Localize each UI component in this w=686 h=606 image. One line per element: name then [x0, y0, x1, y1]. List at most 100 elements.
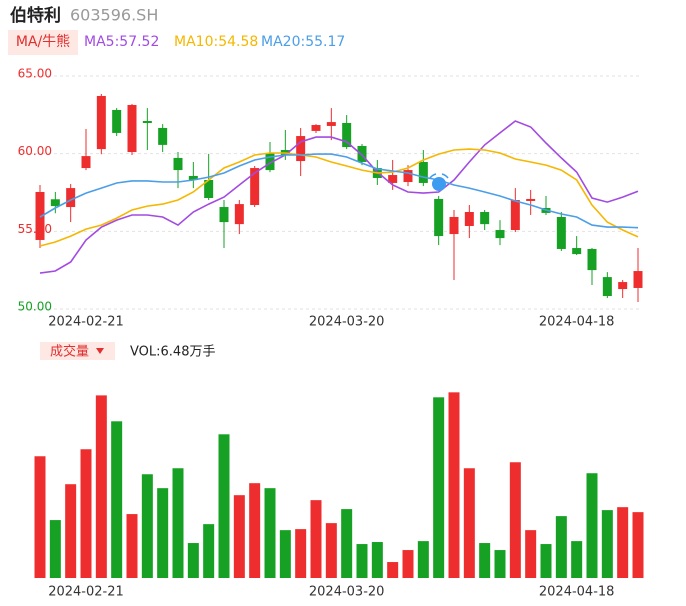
volume-bar: [479, 543, 491, 578]
candle-body: [342, 122, 352, 148]
legend-entry: MA10:54.58: [174, 34, 258, 50]
candle-body: [173, 157, 183, 171]
candle-body: [618, 282, 628, 290]
candle-body: [142, 120, 152, 123]
candle-body: [81, 156, 91, 169]
volume-bar: [295, 529, 307, 578]
volume-bar: [632, 512, 644, 578]
volume-selector-bg[interactable]: [40, 342, 115, 360]
volume-bar: [80, 449, 92, 578]
candle-body: [572, 248, 582, 255]
candle-body: [188, 175, 198, 181]
candle-body: [112, 109, 122, 133]
y-tick-label: 55.00: [18, 222, 52, 236]
volume-selector[interactable]: 成交量: [50, 344, 89, 360]
volume-bar: [571, 541, 583, 578]
stock-name: 伯特利: [10, 5, 61, 26]
candle-body: [66, 188, 76, 208]
volume-bar: [310, 500, 322, 578]
y-tick-label: 65.00: [18, 67, 52, 81]
y-tick-label: 60.00: [18, 144, 52, 158]
stock-code: 603596.SH: [70, 6, 158, 25]
candle-body: [434, 198, 444, 237]
marker-icon: [429, 173, 449, 191]
volume-bar: [417, 541, 429, 578]
volume-bar: [402, 550, 414, 578]
volume-bar: [126, 514, 138, 578]
volume-bar: [264, 488, 276, 578]
volume-bar: [601, 510, 613, 578]
candle-body: [311, 125, 321, 131]
volume-bar: [157, 488, 169, 578]
volume-bar: [233, 495, 245, 578]
x-tick-label: 2024-02-21: [48, 585, 124, 600]
volume-bar: [325, 523, 337, 578]
volume-bar: [617, 507, 629, 578]
candle-body: [50, 199, 60, 207]
volume-bar: [49, 520, 61, 578]
ma-line: [39, 120, 639, 274]
volume-bar: [218, 434, 230, 578]
candle-body: [388, 175, 398, 183]
candle-body: [234, 204, 244, 225]
candle-body: [219, 207, 229, 223]
volume-bar: [141, 474, 153, 578]
x-tick-label: 2024-03-20: [309, 315, 385, 330]
x-tick-label: 2024-03-20: [309, 585, 385, 600]
volume-bar: [525, 530, 537, 578]
volume-bar: [463, 468, 475, 578]
volume-bar: [371, 542, 383, 578]
candle-body: [127, 104, 137, 153]
volume-bar: [509, 462, 521, 578]
indicator-button-bg[interactable]: [8, 30, 78, 55]
volume-bar: [95, 395, 107, 578]
volume-bar: [203, 524, 215, 578]
volume-bar: [34, 456, 46, 578]
dropdown-arrow[interactable]: [96, 348, 104, 354]
candle-body: [265, 152, 275, 171]
volume-label: VOL:6.48万手: [130, 345, 215, 360]
candle-body: [633, 271, 643, 288]
y-tick-label: 50.00: [18, 300, 52, 314]
candle-body: [418, 161, 428, 183]
ma-line: [39, 153, 639, 229]
volume-bar: [494, 550, 506, 578]
candle-body: [158, 127, 168, 145]
x-tick-label: 2024-02-21: [48, 315, 124, 330]
volume-bar: [387, 562, 399, 578]
volume-bar: [65, 484, 77, 578]
volume-bar: [111, 421, 123, 578]
legend-entry: MA5:57.52: [84, 34, 159, 50]
candle-body: [510, 200, 520, 231]
volume-bar: [187, 543, 199, 578]
candle-body: [250, 168, 260, 206]
volume-bar: [341, 509, 353, 578]
candle-body: [449, 216, 459, 235]
volume-bar: [555, 516, 567, 578]
ma-line: [39, 148, 639, 247]
candle-body: [556, 216, 566, 249]
candle-body: [296, 136, 306, 162]
candle-body: [96, 95, 106, 150]
volume-bar: [356, 544, 368, 578]
volume-bar: [448, 392, 460, 578]
candle-body: [403, 170, 413, 183]
candle-body: [602, 277, 612, 297]
volume-bar: [279, 530, 291, 578]
x-tick-label: 2024-04-18: [539, 315, 615, 330]
legend-entry: MA20:55.17: [261, 34, 345, 50]
candle-body: [587, 248, 597, 271]
indicator-button[interactable]: MA/牛熊: [16, 34, 70, 50]
candle-body: [326, 122, 336, 126]
candle-body: [495, 230, 505, 239]
volume-bar: [433, 397, 445, 578]
candle-body: [464, 212, 474, 226]
candle-body: [526, 198, 536, 201]
volume-bar: [249, 483, 261, 578]
candle-body: [35, 191, 45, 240]
volume-bar: [586, 473, 598, 578]
volume-bar: [172, 468, 184, 578]
candle-body: [480, 212, 490, 225]
